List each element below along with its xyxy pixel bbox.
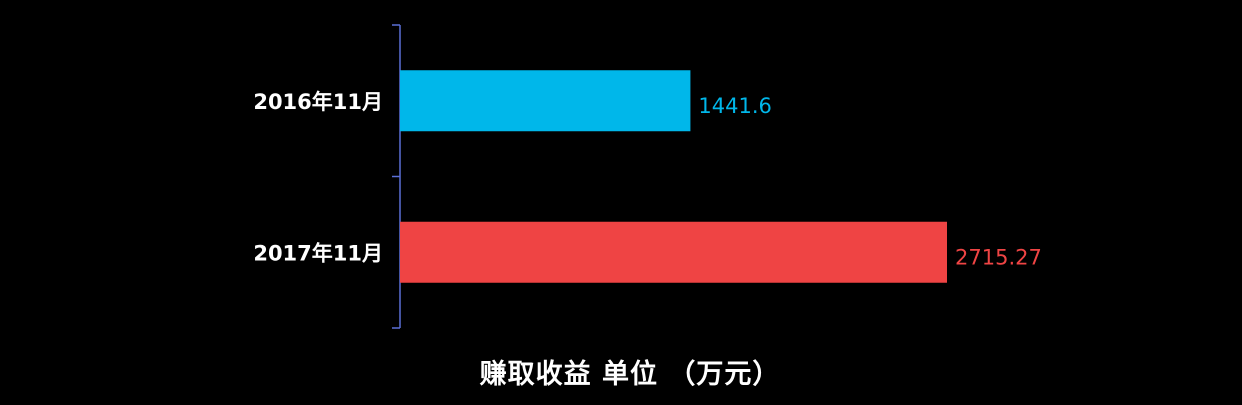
bars (400, 70, 947, 283)
data-label-1: 2715.27 (955, 245, 1042, 269)
labels: 2016年11月 1441.6 2017年11月 2715.27 (253, 90, 1042, 270)
y-axis (392, 24, 401, 329)
data-label-0: 1441.6 (698, 94, 771, 118)
category-label-1: 2017年11月 (253, 241, 383, 265)
category-label-0: 2016年11月 (253, 90, 383, 114)
x-axis-label: 赚取收益 单位 （万元） (479, 359, 781, 390)
bar-1 (400, 221, 947, 283)
bar-0 (400, 70, 691, 132)
